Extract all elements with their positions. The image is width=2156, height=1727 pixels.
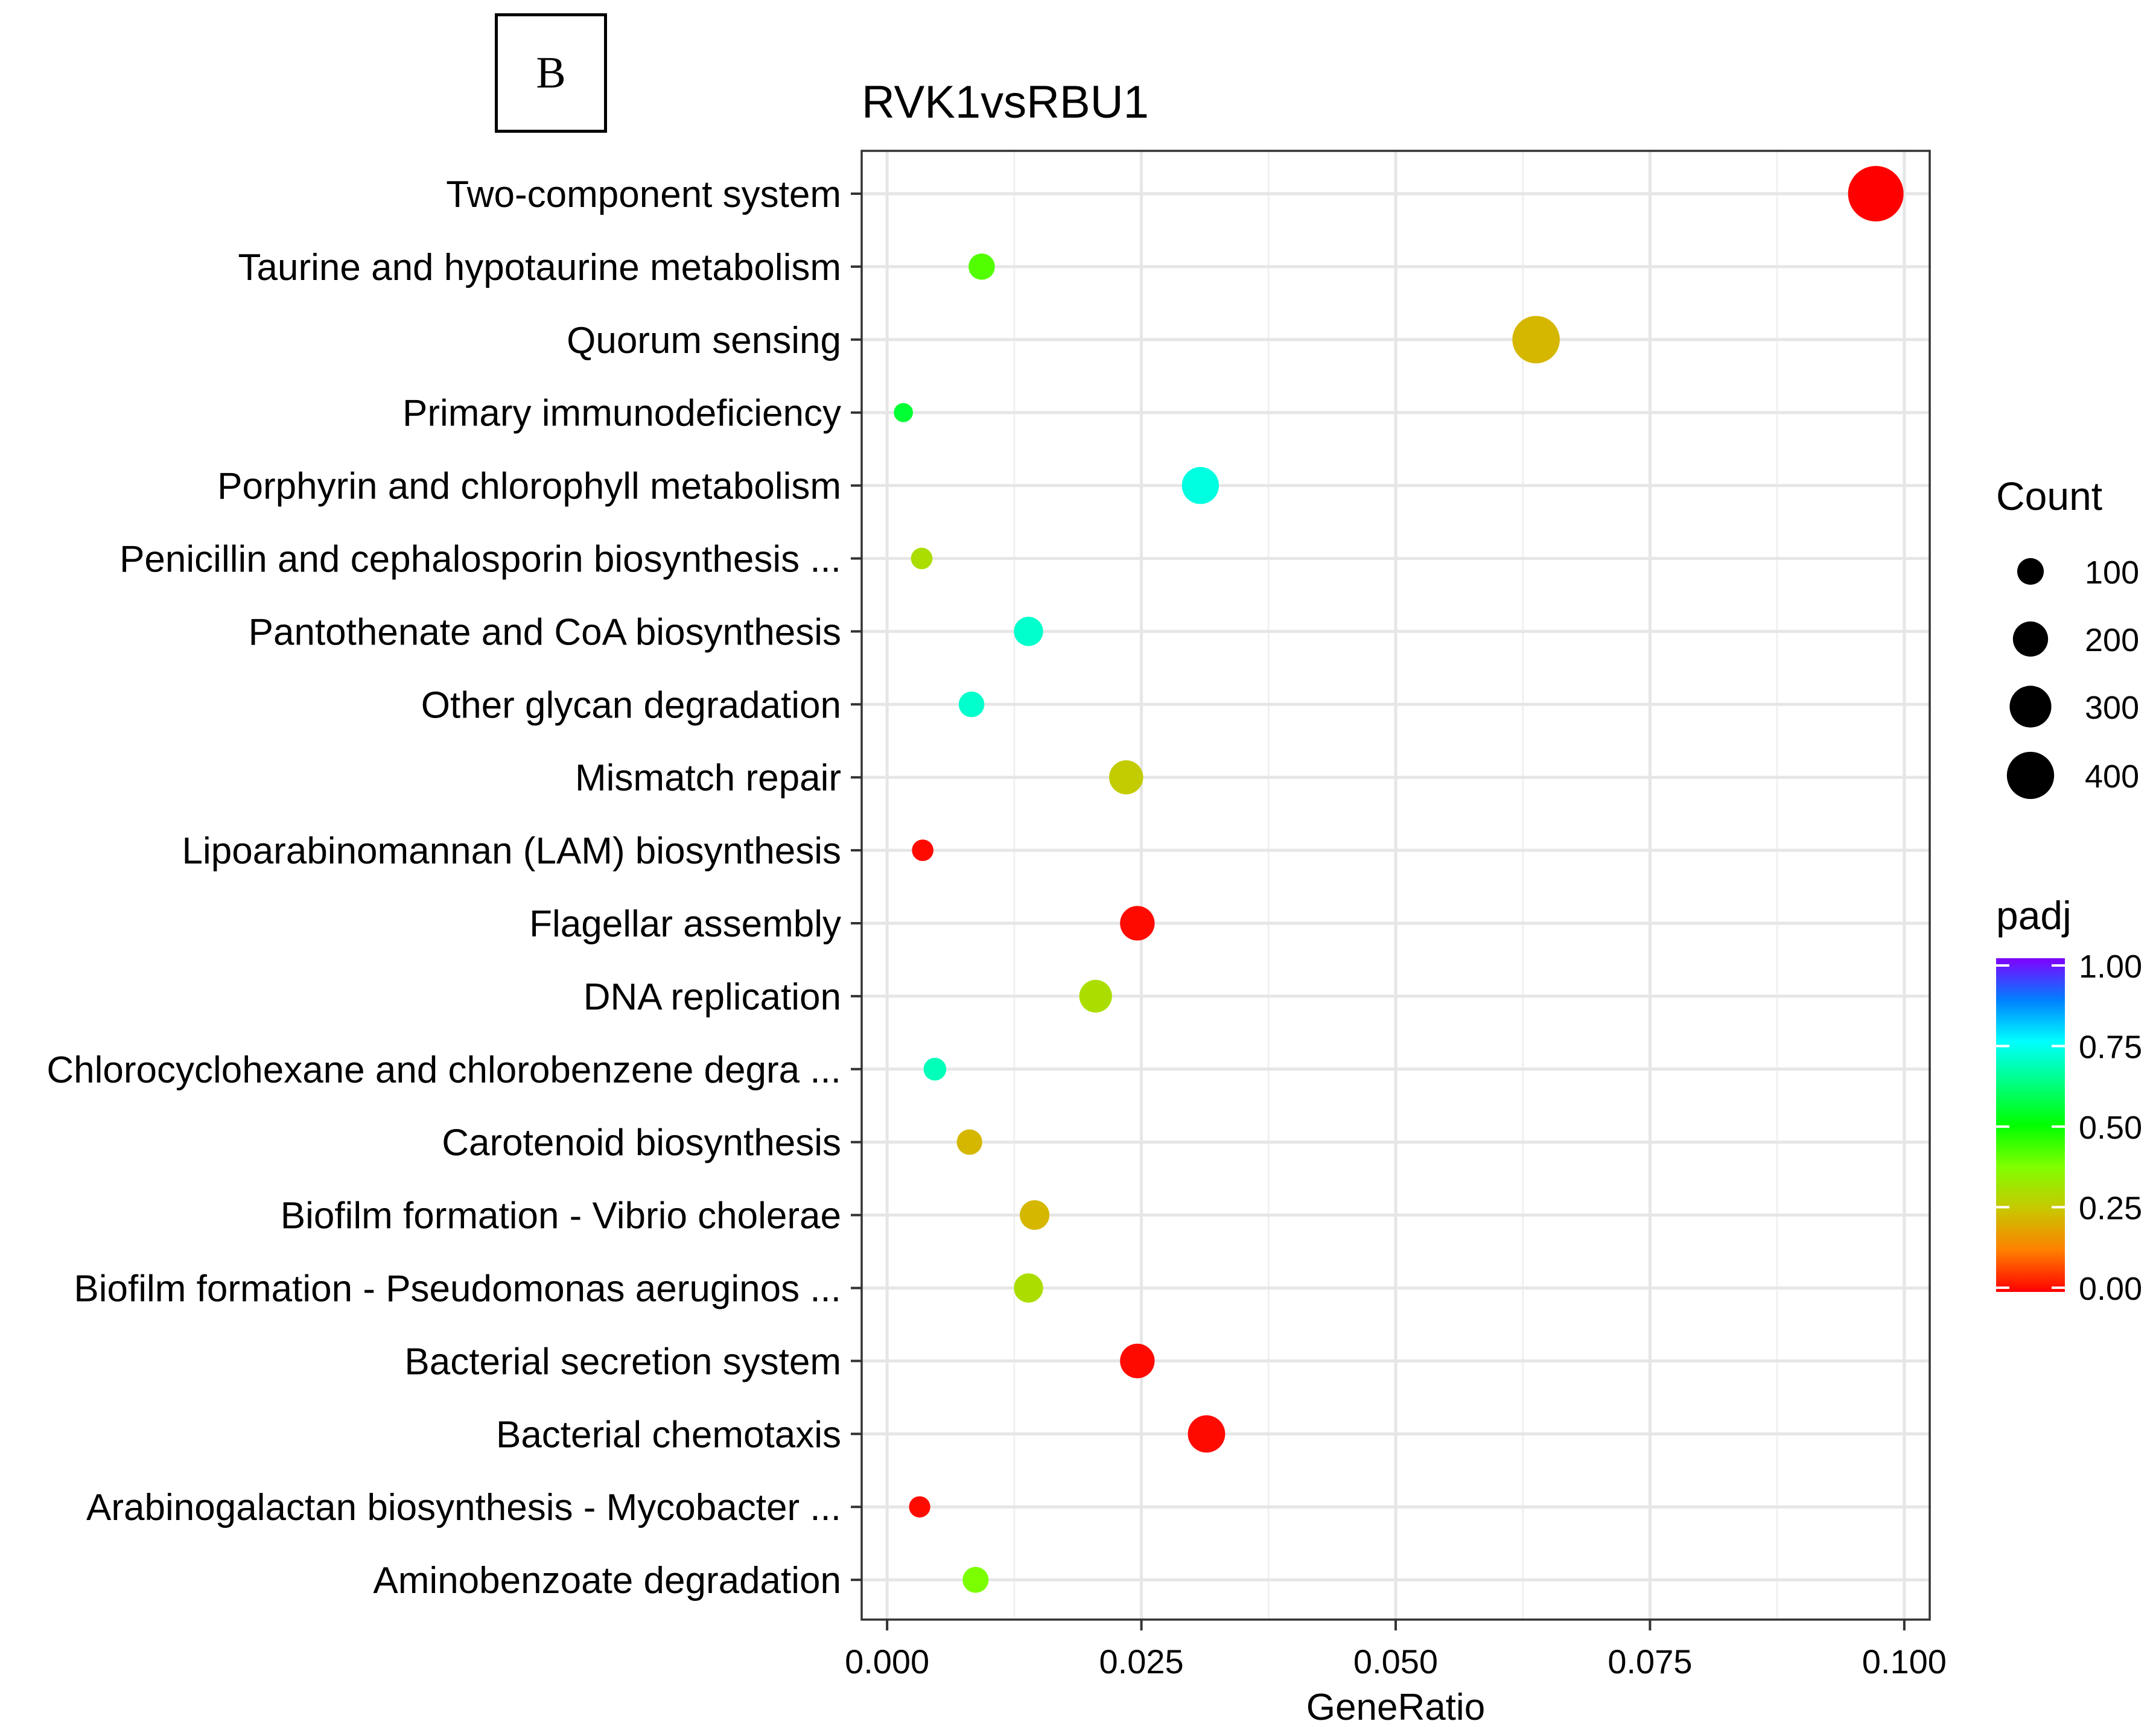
y-axis-labels: Two-component system Taurine and hypotaur… xyxy=(46,174,841,1601)
x-tick-label: 0.075 xyxy=(1607,1643,1692,1681)
colorbar-tick-label: 0.75 xyxy=(2079,1029,2142,1066)
data-point xyxy=(968,253,995,280)
padj-colorbar xyxy=(1996,958,2065,1292)
y-tick-label: Bacterial chemotaxis xyxy=(496,1414,841,1455)
y-tick-label: Arabinogalactan biosynthesis - Mycobacte… xyxy=(86,1487,841,1528)
y-tick-label: Taurine and hypotaurine metabolism xyxy=(238,247,841,288)
y-tick-label: Quorum sensing xyxy=(567,320,841,361)
grid-major xyxy=(862,151,1930,1620)
panel-label-box: B xyxy=(495,13,607,133)
count-legend-dot xyxy=(2012,621,2049,657)
y-tick-label: Aminobenzoate degradation xyxy=(373,1560,841,1601)
data-point xyxy=(1079,979,1112,1013)
y-tick-label: Bacterial secretion system xyxy=(404,1341,841,1382)
y-tick-label: Mismatch repair xyxy=(575,757,841,799)
y-tick-label: Lipoarabinomannan (LAM) biosynthesis xyxy=(182,830,841,872)
y-tick-label: Biofilm formation - Vibrio cholerae xyxy=(281,1195,841,1237)
data-point xyxy=(923,1057,947,1081)
y-tick-label: Other glycan degradation xyxy=(421,684,841,726)
y-tick-label: DNA replication xyxy=(584,976,841,1018)
data-point xyxy=(1181,466,1220,504)
data-point xyxy=(1109,760,1143,795)
y-tick-label: Carotenoid biosynthesis xyxy=(442,1122,841,1164)
padj-legend-title: padj xyxy=(1996,893,2072,938)
data-point xyxy=(1848,166,1904,221)
x-tick-label: 0.025 xyxy=(1099,1643,1184,1681)
data-point xyxy=(909,1496,930,1518)
data-points xyxy=(894,166,1904,1593)
data-point xyxy=(1014,1273,1043,1303)
data-point xyxy=(1020,1200,1050,1230)
padj-legend: padj 0.00 0.25 0.50 0.75 1.00 xyxy=(1996,893,2142,1307)
panel-label: B xyxy=(536,48,566,98)
data-point xyxy=(958,692,985,717)
data-point xyxy=(911,547,933,570)
y-tick-label: Biofilm formation - Pseudomonas aerugino… xyxy=(74,1268,841,1310)
data-point xyxy=(962,1566,989,1593)
y-tick-label: Porphyrin and chlorophyll metabolism xyxy=(217,466,841,507)
colorbar-tick-label: 0.00 xyxy=(2079,1271,2142,1307)
x-tick-label: 0.050 xyxy=(1353,1643,1438,1681)
y-tick-label: Chlorocyclohexane and chlorobenzene degr… xyxy=(46,1049,841,1091)
x-axis-labels: 0.000 0.025 0.050 0.075 0.100 xyxy=(845,1643,1947,1681)
y-tick-label: Primary immunodeficiency xyxy=(402,393,841,434)
y-axis-ticks xyxy=(851,192,862,1582)
y-tick-label: Pantothenate and CoA biosynthesis xyxy=(249,611,841,653)
data-point xyxy=(1014,617,1043,646)
x-axis-title: GeneRatio xyxy=(1306,1687,1485,1727)
count-legend-label: 100 xyxy=(2085,555,2139,591)
chart-title: RVK1vsRBU1 xyxy=(862,77,1149,128)
y-tick-label: Penicillin and cephalosporin biosynthesi… xyxy=(119,539,841,580)
data-point xyxy=(1512,316,1560,364)
count-legend-dot xyxy=(2017,558,2044,585)
colorbar-tick-label: 0.25 xyxy=(2079,1191,2142,1227)
data-point xyxy=(1120,1343,1155,1379)
x-tick-label: 0.000 xyxy=(845,1643,929,1681)
colorbar-tick-label: 0.50 xyxy=(2079,1110,2142,1146)
x-tick-label: 0.100 xyxy=(1862,1643,1947,1681)
data-point xyxy=(1188,1415,1226,1453)
count-legend-label: 200 xyxy=(2085,622,2139,658)
count-legend-dot xyxy=(2009,685,2052,728)
data-point xyxy=(912,839,933,861)
count-legend-label: 300 xyxy=(2085,690,2139,726)
plot-panel-border xyxy=(860,150,1931,1621)
count-legend-label: 400 xyxy=(2085,759,2139,795)
count-legend: Count 100 200 300 400 xyxy=(1996,474,2139,800)
count-legend-dot xyxy=(2006,751,2055,800)
y-tick-label: Flagellar assembly xyxy=(529,903,841,945)
y-tick-label: Two-component system xyxy=(446,174,841,215)
x-axis-ticks xyxy=(886,1620,1906,1630)
data-point xyxy=(956,1129,982,1155)
data-point xyxy=(1120,906,1155,941)
colorbar-tick-label: 1.00 xyxy=(2079,949,2142,985)
data-point xyxy=(894,402,913,422)
grid-minor xyxy=(1013,151,1778,1620)
count-legend-title: Count xyxy=(1996,474,2102,518)
